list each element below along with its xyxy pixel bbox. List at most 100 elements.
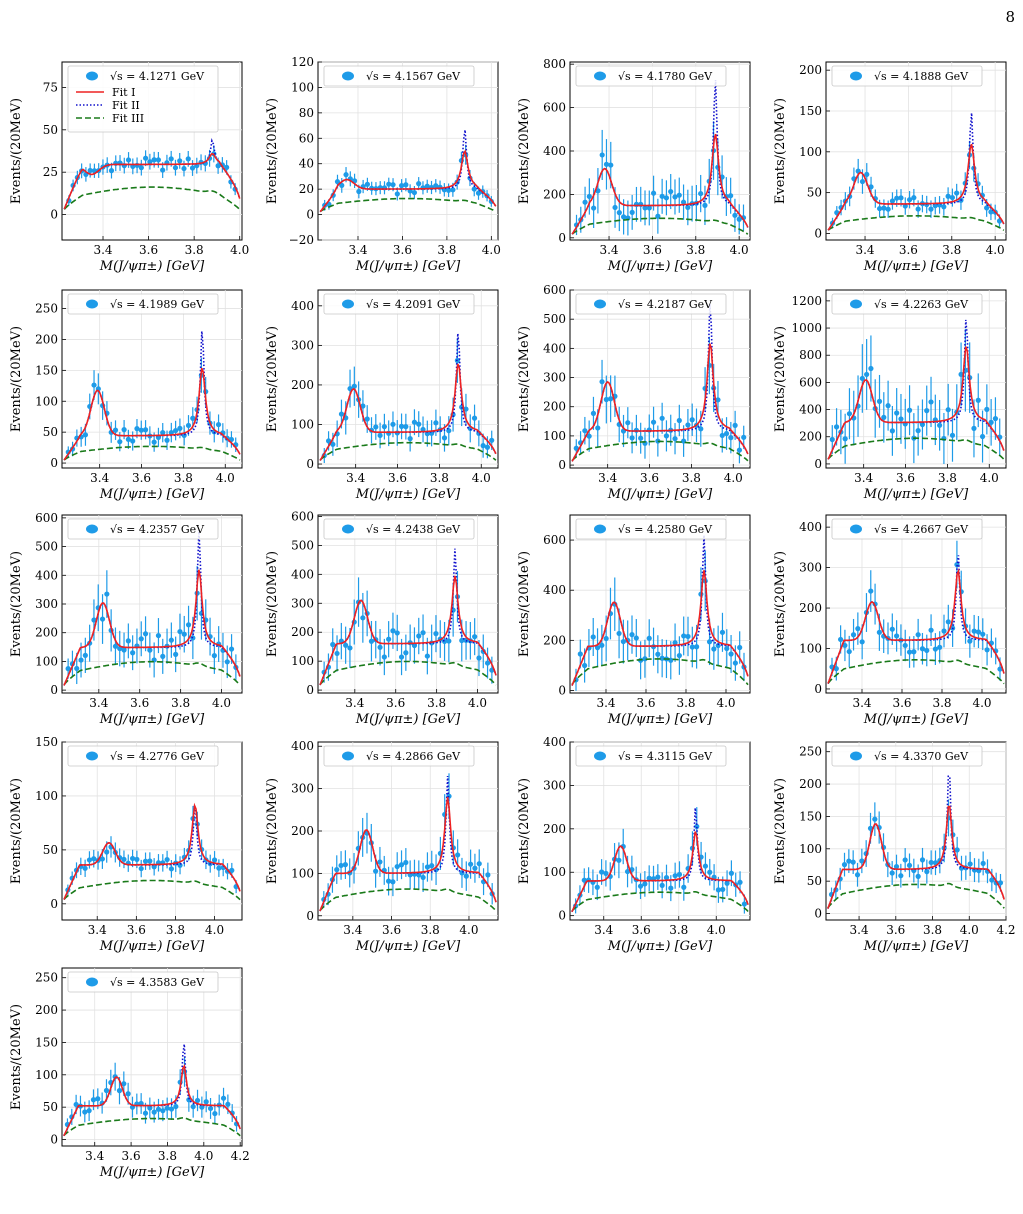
data-point bbox=[980, 860, 986, 867]
data-point bbox=[833, 666, 839, 672]
data-point bbox=[91, 856, 97, 862]
data-point bbox=[728, 870, 734, 876]
data-point bbox=[577, 651, 583, 657]
x-tick-label: 3.6 bbox=[386, 696, 405, 710]
legend: √s = 4.3583 GeV bbox=[67, 971, 219, 993]
x-tick-label: 3.4 bbox=[93, 243, 112, 257]
legend-box bbox=[323, 65, 475, 87]
x-tick-label: 4.0 bbox=[716, 696, 735, 710]
x-tick-label: 3.8 bbox=[185, 243, 204, 257]
y-tick-label: 0 bbox=[306, 457, 314, 471]
data-point bbox=[173, 427, 179, 434]
y-tick-label: 50 bbox=[43, 123, 58, 137]
data-point bbox=[211, 653, 217, 659]
data-point bbox=[898, 195, 904, 201]
fit3-curve bbox=[63, 1116, 241, 1137]
fit1-curve bbox=[63, 802, 241, 900]
data-point bbox=[672, 436, 678, 442]
fit3-curve bbox=[319, 888, 497, 912]
data-point bbox=[715, 642, 721, 649]
data-point bbox=[590, 634, 596, 640]
data-point bbox=[194, 1097, 201, 1104]
y-tick-label: 0 bbox=[306, 909, 314, 923]
y-axis-label: Events/(20MeV) bbox=[773, 98, 788, 204]
x-tick-label: 3.6 bbox=[886, 923, 905, 937]
y-tick-label: 200 bbox=[291, 625, 314, 639]
y-tick-label: 100 bbox=[35, 394, 58, 408]
legend-marker bbox=[86, 524, 98, 534]
data-point bbox=[958, 371, 964, 377]
data-point bbox=[339, 182, 345, 188]
data-point bbox=[394, 191, 400, 197]
legend-box bbox=[831, 745, 983, 767]
x-tick-label: 3.8 bbox=[171, 696, 190, 710]
data-point bbox=[608, 162, 614, 168]
data-point bbox=[894, 195, 900, 201]
y-tick-label: 200 bbox=[543, 822, 566, 836]
data-point bbox=[928, 627, 934, 633]
fit2-curve bbox=[571, 535, 749, 686]
x-tick-label: 3.8 bbox=[421, 923, 440, 937]
panel-12: 0 100 200 300 400 3.4 3.6 3.8 4.0 √s = 4.2667 GeV… bbox=[773, 514, 1007, 727]
data-point bbox=[351, 383, 357, 389]
data-point bbox=[121, 856, 127, 862]
fit1-curve bbox=[63, 152, 241, 210]
data-point bbox=[941, 628, 947, 634]
energy-label: √s = 4.2866 GeV bbox=[366, 750, 461, 763]
data-point bbox=[338, 411, 345, 417]
data-point bbox=[949, 194, 955, 201]
data-point bbox=[741, 901, 747, 907]
y-axis-label: Events/(20MeV) bbox=[773, 551, 788, 657]
x-tick-label: 3.6 bbox=[632, 923, 651, 937]
x-tick-label: 4.0 bbox=[986, 243, 1005, 257]
plot-frame bbox=[569, 289, 751, 469]
fit1-curve bbox=[63, 569, 241, 686]
x-axis-label: M(J/ψπ±) [GeV] bbox=[99, 939, 205, 954]
legend-marker bbox=[594, 71, 606, 81]
data-point bbox=[915, 428, 921, 434]
x-tick-label: 3.8 bbox=[932, 696, 951, 710]
fit1-curve bbox=[571, 343, 749, 462]
data-point bbox=[215, 421, 222, 428]
data-point bbox=[737, 644, 743, 651]
y-tick-label: 300 bbox=[291, 782, 314, 796]
data-point bbox=[368, 638, 375, 644]
data-point bbox=[441, 435, 448, 441]
y-tick-label: 400 bbox=[543, 735, 566, 749]
data-point bbox=[386, 181, 392, 187]
data-point bbox=[954, 190, 960, 196]
x-tick-label: 4.0 bbox=[212, 696, 231, 710]
x-tick-label: 3.4 bbox=[599, 243, 618, 257]
y-tick-label: 25 bbox=[43, 165, 58, 179]
data-point bbox=[694, 823, 700, 830]
data-point bbox=[586, 193, 592, 200]
y-tick-label: 100 bbox=[291, 417, 314, 431]
data-point bbox=[868, 184, 874, 190]
x-axis-label: M(J/ψπ±) [GeV] bbox=[355, 712, 461, 727]
data-point bbox=[185, 422, 192, 429]
data-point bbox=[633, 635, 639, 641]
panel-17: 0 50 100 150 200 250 3.4 3.6 3.8 4.0 4.2 √s = 4.358… bbox=[9, 967, 250, 1180]
data-points bbox=[573, 336, 747, 464]
data-point bbox=[125, 436, 131, 442]
x-tick-label: 3.8 bbox=[430, 471, 449, 485]
data-point bbox=[476, 655, 482, 661]
data-point bbox=[898, 416, 904, 422]
y-tick-label: 300 bbox=[291, 338, 314, 352]
data-point bbox=[911, 649, 917, 655]
data-point bbox=[707, 869, 713, 875]
data-point bbox=[924, 408, 930, 414]
x-tick-label: 4.0 bbox=[472, 471, 491, 485]
x-tick-label: 3.6 bbox=[122, 1149, 141, 1163]
y-tick-label: 100 bbox=[35, 1068, 58, 1082]
data-point bbox=[642, 205, 648, 211]
fit1-curve bbox=[827, 346, 1005, 460]
y-tick-label: 40 bbox=[299, 157, 314, 171]
data-point bbox=[975, 629, 982, 635]
data-point bbox=[472, 634, 478, 640]
y-axis-label: Events/(20MeV) bbox=[265, 98, 280, 204]
legend-marker bbox=[86, 71, 98, 81]
data-point bbox=[390, 879, 396, 885]
data-point bbox=[676, 871, 683, 878]
x-tick-label: 3.4 bbox=[852, 696, 871, 710]
